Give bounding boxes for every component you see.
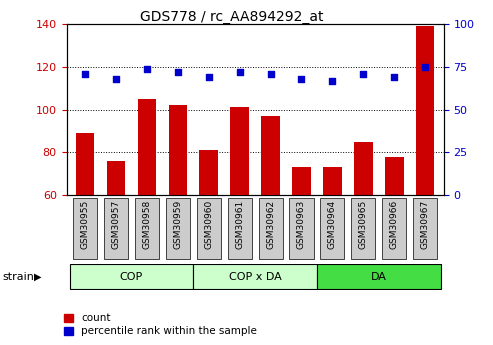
Bar (385, 157, 403, 195)
Point (328, 78, 336, 83)
Point (421, 64, 429, 70)
FancyBboxPatch shape (228, 198, 252, 259)
Text: GSM30964: GSM30964 (328, 200, 337, 249)
Bar (261, 116, 280, 195)
Text: GSM30962: GSM30962 (266, 200, 275, 249)
Text: GSM30961: GSM30961 (235, 200, 244, 249)
Bar (138, 99, 156, 195)
Point (205, 74, 212, 80)
Text: GDS778 / rc_AA894292_at: GDS778 / rc_AA894292_at (140, 10, 323, 24)
FancyBboxPatch shape (413, 198, 437, 259)
Bar (107, 161, 125, 195)
Text: GSM30955: GSM30955 (80, 200, 90, 249)
Text: strain: strain (2, 272, 35, 282)
Text: COP x DA: COP x DA (229, 272, 282, 282)
Point (267, 71, 275, 77)
Text: DA: DA (371, 272, 387, 282)
Point (174, 69, 182, 75)
Bar (416, 26, 434, 195)
FancyBboxPatch shape (317, 264, 441, 289)
FancyBboxPatch shape (382, 198, 406, 259)
FancyBboxPatch shape (104, 198, 128, 259)
FancyBboxPatch shape (289, 198, 314, 259)
FancyBboxPatch shape (73, 198, 97, 259)
Point (390, 74, 398, 80)
Text: ▶: ▶ (34, 272, 41, 282)
FancyBboxPatch shape (135, 198, 159, 259)
Bar (354, 141, 373, 195)
Point (143, 66, 151, 71)
Bar (76, 133, 94, 195)
FancyBboxPatch shape (193, 264, 317, 289)
FancyBboxPatch shape (197, 198, 221, 259)
Bar (200, 150, 218, 195)
Bar (323, 167, 342, 195)
Point (359, 71, 367, 77)
FancyBboxPatch shape (320, 198, 345, 259)
Legend: count, percentile rank within the sample: count, percentile rank within the sample (65, 313, 257, 336)
Text: GSM30959: GSM30959 (174, 200, 182, 249)
Text: GSM30966: GSM30966 (390, 200, 399, 249)
Point (81, 71, 89, 77)
Bar (230, 107, 249, 195)
FancyBboxPatch shape (70, 264, 193, 289)
Text: GSM30963: GSM30963 (297, 200, 306, 249)
Bar (292, 167, 311, 195)
Point (236, 69, 244, 75)
Text: GSM30967: GSM30967 (421, 200, 430, 249)
Bar (169, 105, 187, 195)
Text: GSM30965: GSM30965 (359, 200, 368, 249)
Text: GSM30958: GSM30958 (142, 200, 151, 249)
Point (112, 76, 120, 81)
FancyBboxPatch shape (352, 198, 375, 259)
Text: COP: COP (120, 272, 143, 282)
Point (298, 76, 306, 81)
Text: GSM30957: GSM30957 (111, 200, 120, 249)
FancyBboxPatch shape (166, 198, 190, 259)
FancyBboxPatch shape (258, 198, 282, 259)
Text: GSM30960: GSM30960 (204, 200, 213, 249)
